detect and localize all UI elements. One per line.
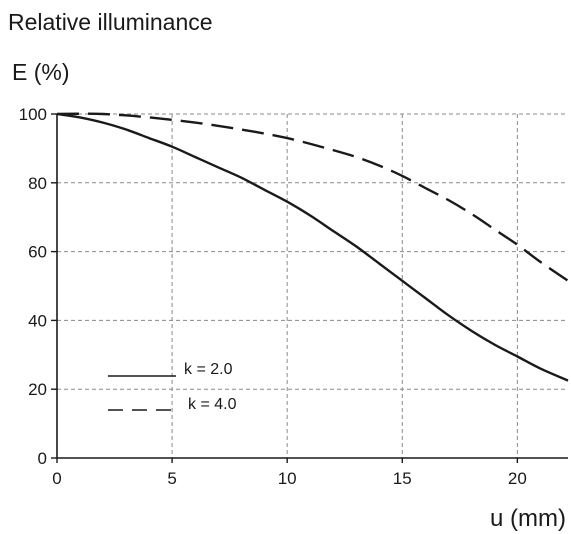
tick-labels: 0 20 40 60 80 100 0 5 10 15 20 <box>19 105 527 488</box>
legend-label-2: k = 4.0 <box>188 396 237 413</box>
series-line-k2 <box>56 112 569 382</box>
y-tick-label-40: 40 <box>28 311 47 330</box>
legend: k = 2.0 k = 4.0 <box>108 361 237 413</box>
y-tick-label-80: 80 <box>28 174 47 193</box>
y-axis-label-line1: Relative illuminance <box>8 9 213 35</box>
x-tick-label-0: 0 <box>52 469 61 488</box>
y-axis-label-line2: E (%) <box>12 59 70 85</box>
x-axis-label: u (mm) <box>490 505 566 532</box>
series-line-k4 <box>56 112 569 282</box>
x-tick-label-15: 15 <box>393 469 412 488</box>
y-tick-label-60: 60 <box>28 243 47 262</box>
y-tick-label-0: 0 <box>38 449 47 468</box>
x-tick-label-20: 20 <box>508 469 527 488</box>
x-tick-label-10: 10 <box>278 469 297 488</box>
data-series <box>56 112 569 382</box>
x-tick-label-5: 5 <box>167 469 176 488</box>
axes <box>51 113 568 463</box>
y-tick-label-100: 100 <box>19 105 47 124</box>
legend-label-1: k = 2.0 <box>184 361 233 378</box>
grid <box>57 113 568 458</box>
y-tick-label-20: 20 <box>28 380 47 399</box>
